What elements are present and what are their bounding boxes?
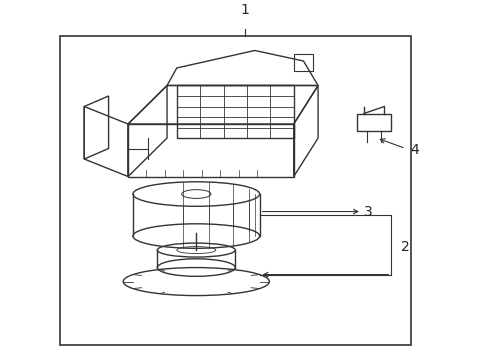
- Text: 2: 2: [401, 239, 410, 253]
- Text: 3: 3: [365, 204, 373, 219]
- Text: 4: 4: [411, 143, 419, 157]
- Bar: [357, 113, 391, 131]
- Bar: [60, 36, 411, 345]
- Text: 1: 1: [241, 3, 249, 17]
